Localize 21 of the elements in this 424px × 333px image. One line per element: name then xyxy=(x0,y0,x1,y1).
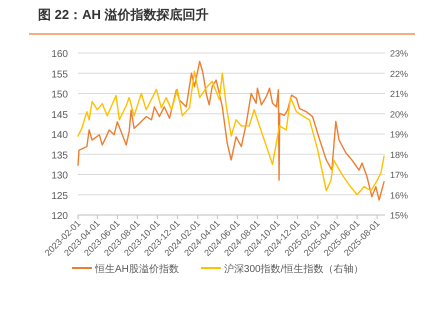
y2-tick-label: 17% xyxy=(390,170,408,180)
y2-tick-label: 21% xyxy=(390,89,408,99)
y-tick-label: 140 xyxy=(51,130,68,141)
y2-tick-label: 20% xyxy=(390,109,408,120)
y-tick-label: 150 xyxy=(51,90,68,100)
y-tick-label: 155 xyxy=(51,69,68,80)
y-tick-label: 125 xyxy=(51,190,68,202)
y-tick-label: 145 xyxy=(51,110,68,121)
y2-tick-label: 16% xyxy=(390,190,408,200)
y2-tick-label: 19% xyxy=(390,130,408,140)
legend-label: 恒生AH股溢价指数 xyxy=(94,263,179,275)
y2-tick-label: 18% xyxy=(390,150,408,160)
chart-title: 图 22：AH 溢价指数探底回升 xyxy=(38,7,208,22)
y-tick-label: 130 xyxy=(51,170,68,182)
y-tick-label: 160 xyxy=(51,49,68,60)
y2-tick-label: 23% xyxy=(390,48,408,58)
legend-label: 沪深300指数/恒生指数（右轴） xyxy=(224,263,364,275)
y2-tick-label: 15% xyxy=(390,210,408,220)
y-tick-label: 135 xyxy=(51,150,68,162)
y-tick-label: 120 xyxy=(51,211,68,222)
y2-tick-label: 22% xyxy=(390,68,408,79)
